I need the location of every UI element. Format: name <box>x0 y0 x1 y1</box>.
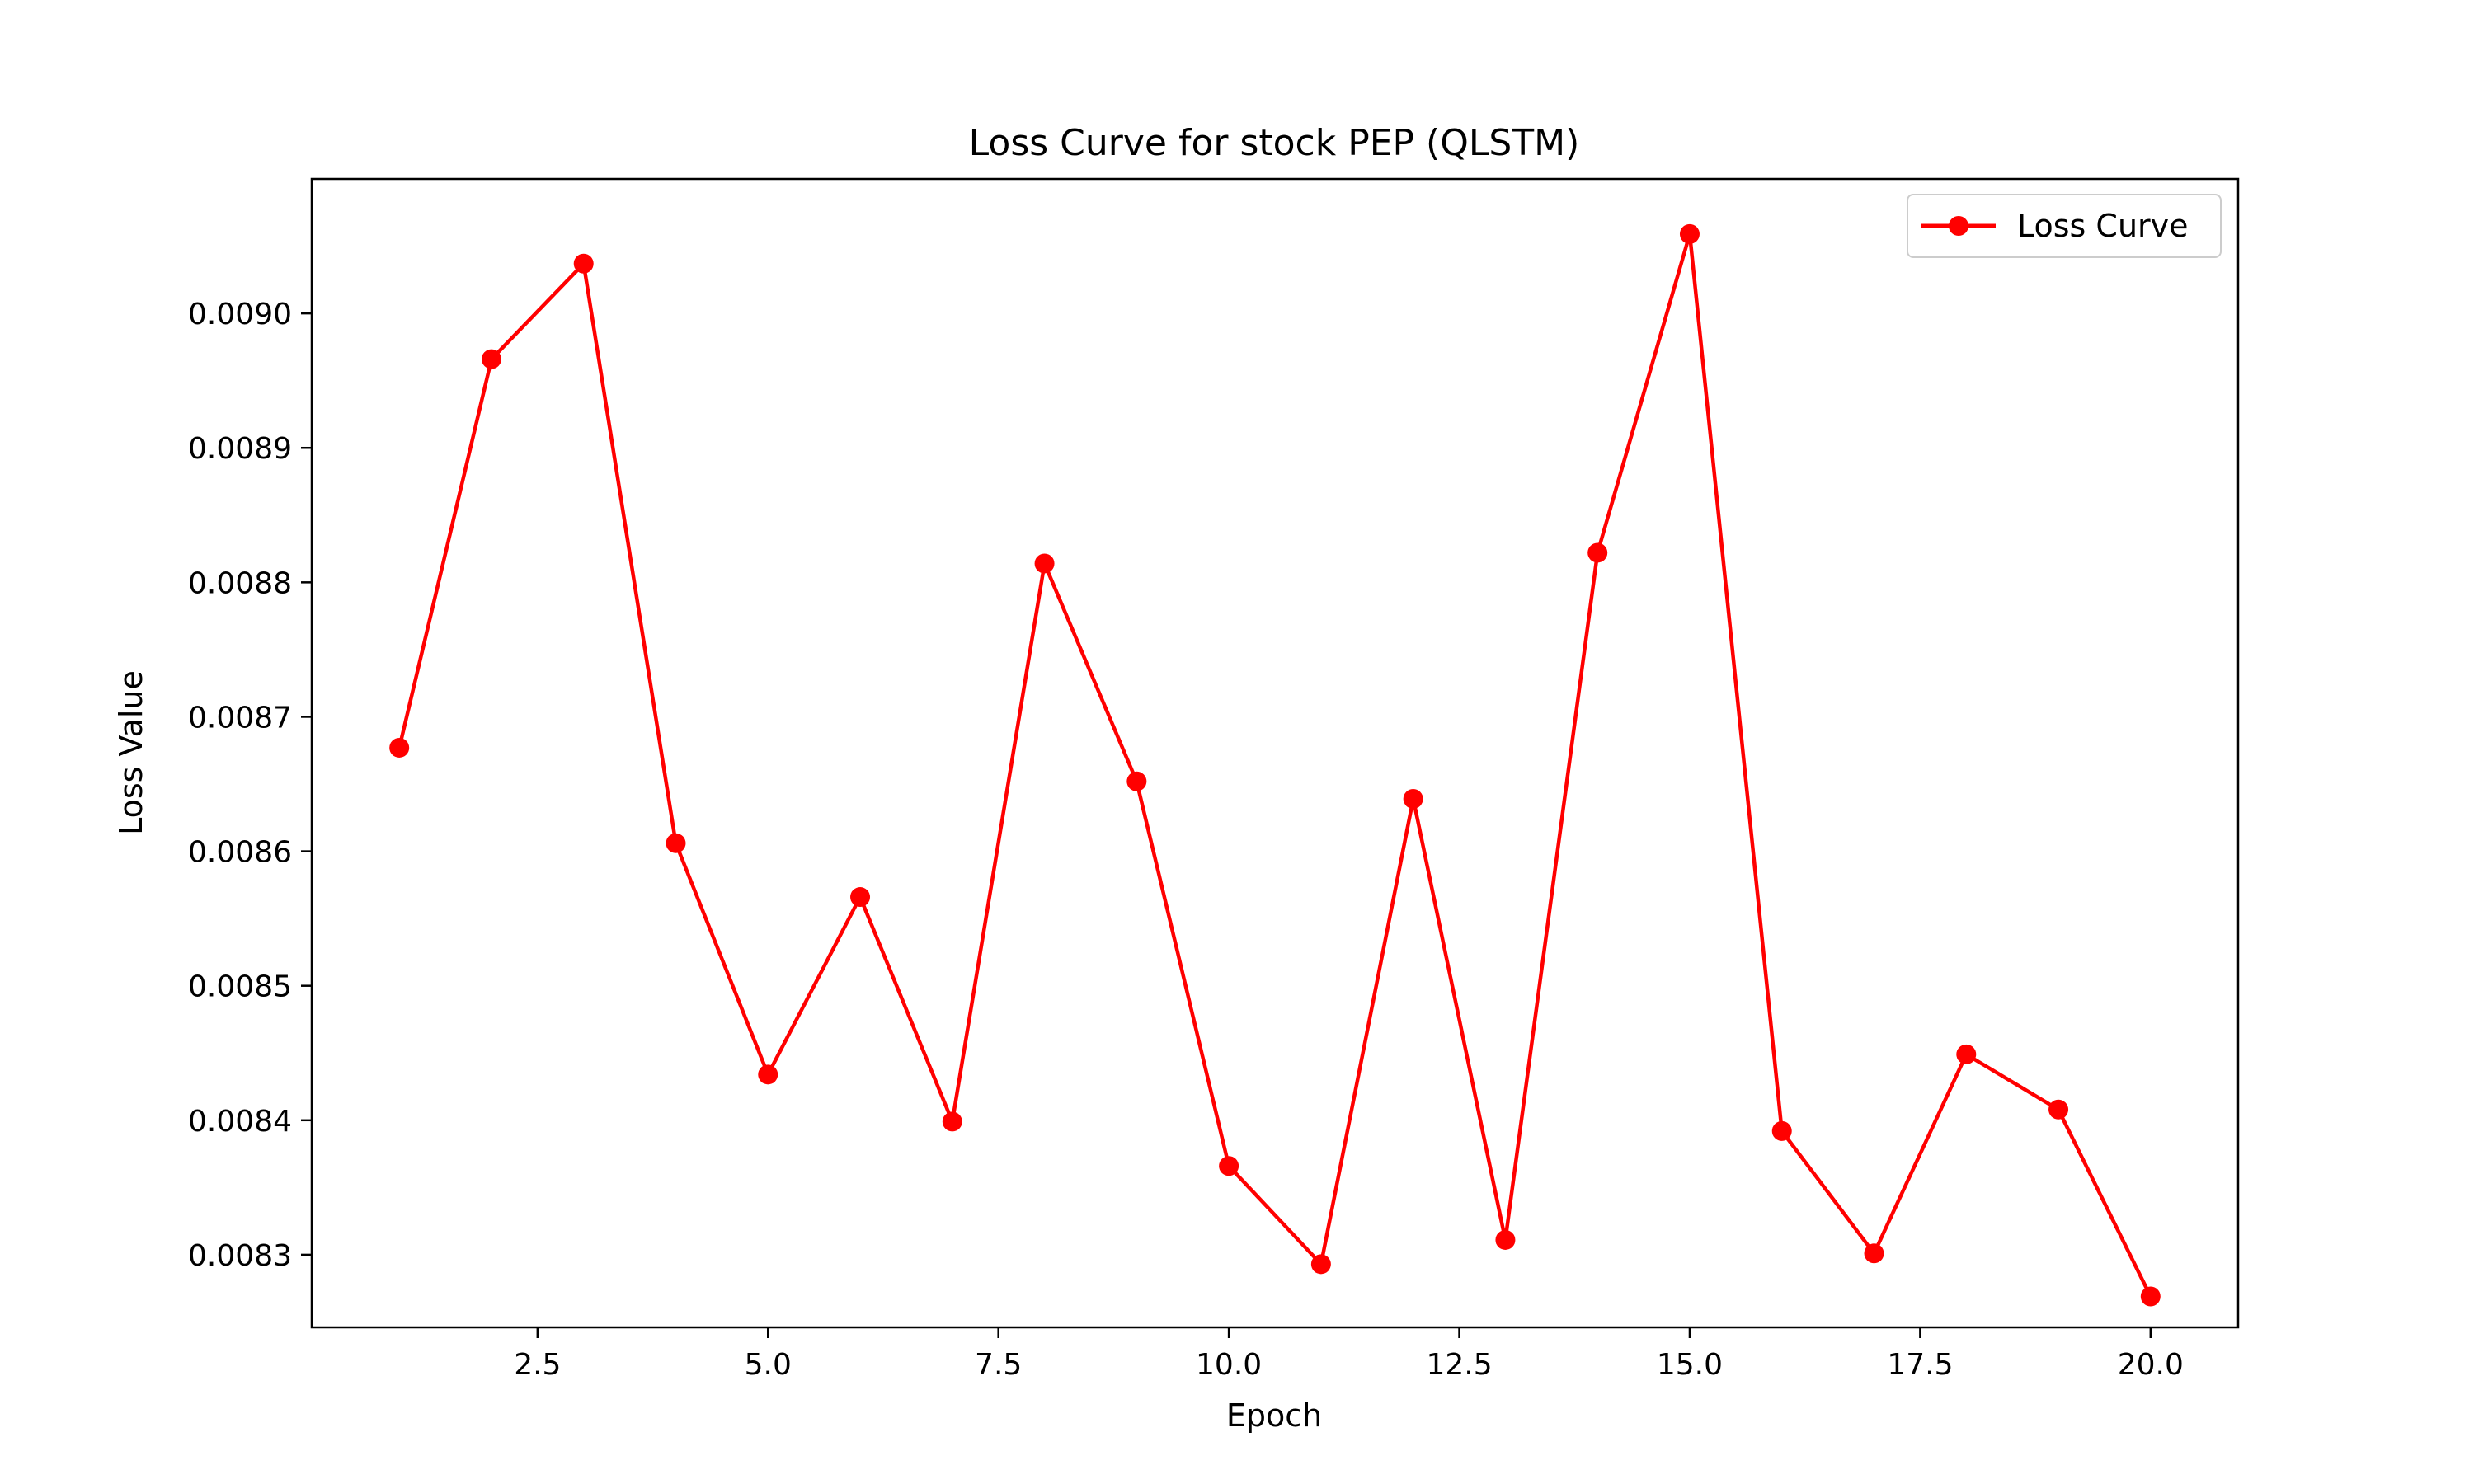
x-tick-label: 7.5 <box>975 1348 1022 1382</box>
x-axis-label: Epoch <box>1226 1397 1322 1434</box>
y-tick-label: 0.0086 <box>188 836 292 870</box>
data-point <box>1864 1243 1884 1264</box>
data-point <box>666 833 686 853</box>
x-tick-label: 20.0 <box>2118 1348 2184 1382</box>
data-point <box>1034 553 1055 574</box>
data-point <box>1403 788 1423 809</box>
x-tick-label: 5.0 <box>745 1348 792 1382</box>
series-line <box>397 232 2152 1298</box>
x-tick-label: 17.5 <box>1887 1348 1953 1382</box>
data-point <box>1126 771 1147 791</box>
y-tick-label: 0.0089 <box>188 432 292 466</box>
y-tick-label: 0.0090 <box>188 298 292 331</box>
x-tick-label: 2.5 <box>514 1348 561 1382</box>
plot-frame <box>310 177 2240 1329</box>
data-point <box>573 253 594 274</box>
x-tick-label: 12.5 <box>1426 1348 1492 1382</box>
data-point <box>1587 542 1608 563</box>
legend-label: Loss Curve <box>2017 208 2189 244</box>
y-axis: 0.0083 0.0084 0.0085 0.0086 0.0087 0.0088 0.00… <box>188 298 312 1273</box>
data-point <box>2140 1286 2161 1307</box>
data-point <box>1956 1044 1977 1064</box>
legend-box <box>1907 194 2222 258</box>
plot-area <box>389 223 2161 1307</box>
legend-marker-icon <box>1949 216 1968 236</box>
data-point <box>1771 1120 1792 1141</box>
y-tick-label: 0.0083 <box>188 1239 292 1273</box>
x-tick-label: 10.0 <box>1196 1348 1262 1382</box>
data-point <box>1219 1156 1239 1176</box>
data-point <box>1495 1229 1516 1250</box>
x-tick-label: 15.0 <box>1657 1348 1723 1382</box>
chart-title: Loss Curve for stock PEP (QLSTM) <box>969 122 1580 164</box>
legend: Loss Curve <box>1907 194 2222 258</box>
x-axis: 2.5 5.0 7.5 10.0 12.5 15.0 17.5 20.0 <box>514 1327 2184 1382</box>
y-tick-label: 0.0087 <box>188 701 292 735</box>
y-axis-label: Loss Value <box>113 670 149 835</box>
data-point <box>1310 1254 1331 1275</box>
y-tick-label: 0.0084 <box>188 1105 292 1139</box>
y-tick-label: 0.0088 <box>188 566 292 600</box>
data-point <box>1679 223 1700 244</box>
data-point <box>942 1111 962 1132</box>
y-tick-label: 0.0085 <box>188 970 292 1004</box>
data-point <box>2048 1099 2069 1120</box>
data-point <box>758 1064 778 1085</box>
data-point <box>850 887 871 908</box>
data-point <box>389 737 410 758</box>
data-point <box>481 349 501 369</box>
